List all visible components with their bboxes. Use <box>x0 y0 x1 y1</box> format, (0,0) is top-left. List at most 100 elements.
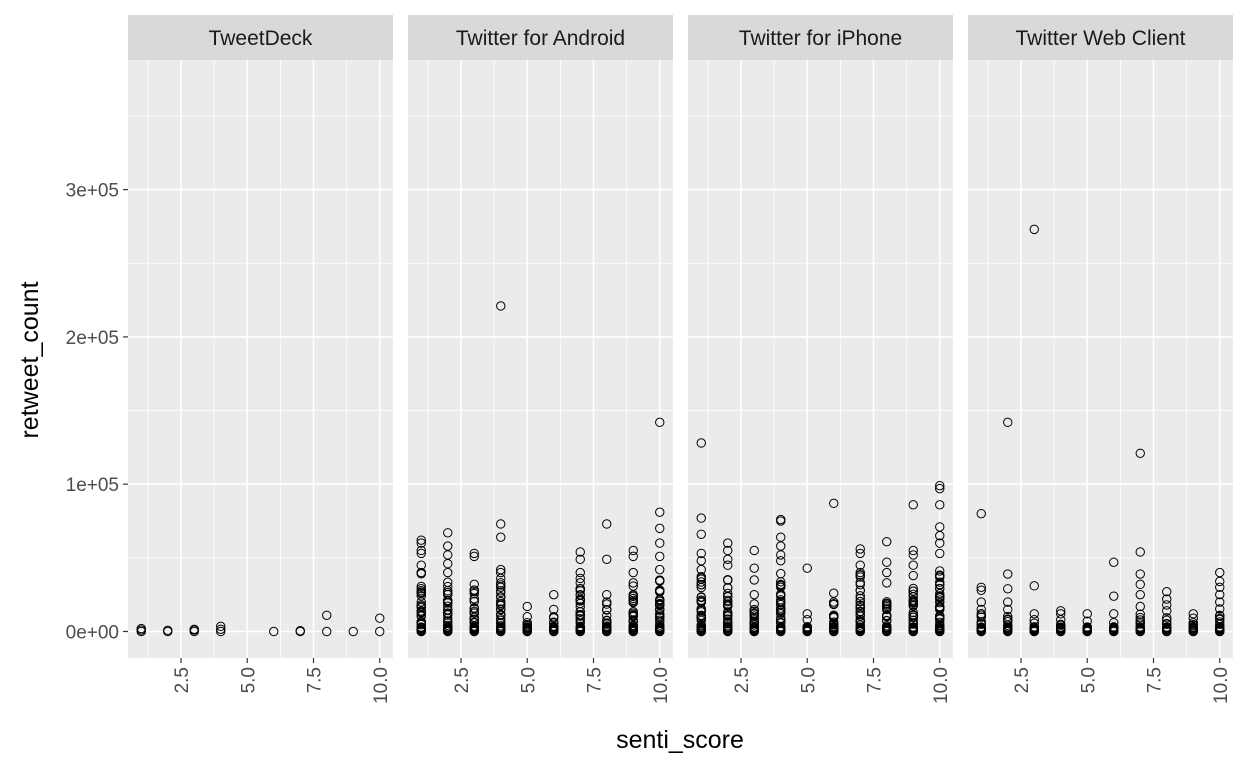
data-point <box>1056 619 1066 630</box>
data-point <box>855 607 865 617</box>
data-point <box>829 622 839 632</box>
data-point <box>935 572 945 583</box>
y-axis: 0e+00 1e+05 2e+05 3e+05 <box>66 181 128 643</box>
data-point <box>776 595 786 605</box>
data-point <box>496 587 506 598</box>
data-point <box>749 563 759 573</box>
data-point <box>469 604 479 614</box>
data-point <box>522 622 532 632</box>
data-point <box>855 560 865 570</box>
data-point <box>416 583 426 594</box>
data-point <box>496 622 506 632</box>
data-point <box>575 602 585 612</box>
data-point <box>935 580 945 590</box>
data-point <box>935 500 945 510</box>
data-point <box>749 589 759 600</box>
data-point <box>628 578 638 588</box>
data-point <box>1056 615 1066 625</box>
x-tick-label: 5.0 <box>518 667 539 693</box>
data-point <box>443 598 453 608</box>
data-point <box>575 611 585 621</box>
data-point <box>908 545 918 556</box>
data-point <box>1056 609 1066 619</box>
data-point <box>602 622 612 632</box>
data-point <box>696 622 706 632</box>
y-tick-label: 0e+00 <box>66 622 119 643</box>
data-point <box>1215 589 1225 600</box>
data-point <box>749 622 759 632</box>
data-point <box>416 567 426 578</box>
data-point <box>976 622 986 632</box>
data-point <box>655 575 665 585</box>
data-point <box>1003 584 1013 594</box>
data-point <box>628 545 638 556</box>
data-point <box>723 588 733 599</box>
data-point <box>549 589 559 600</box>
data-point <box>882 578 892 588</box>
x-tick-label: 7.5 <box>865 667 886 693</box>
data-point <box>469 548 479 559</box>
data-point <box>416 548 426 559</box>
data-point <box>776 579 786 590</box>
x-axes: 2.5 5.0 7.5 10.0 2.5 5.0 7.5 10.0 2.5 5.0 7.5 10.0 2… <box>172 658 1232 704</box>
panel-background <box>128 60 393 658</box>
data-point <box>496 519 506 529</box>
data-point <box>802 609 812 619</box>
data-point <box>935 483 945 494</box>
data-point <box>575 554 585 565</box>
data-point <box>908 500 918 510</box>
data-point <box>976 604 986 615</box>
facet-strip <box>408 15 673 60</box>
data-point <box>575 547 585 557</box>
data-point <box>655 564 665 575</box>
facet-strip <box>688 15 953 60</box>
data-point <box>1215 597 1225 607</box>
data-point <box>375 626 385 637</box>
data-point <box>935 622 945 632</box>
data-point <box>776 550 786 560</box>
data-point <box>496 567 506 578</box>
data-point <box>496 532 506 542</box>
data-point <box>908 589 918 599</box>
x-tick-label: 2.5 <box>1012 667 1033 693</box>
data-point <box>696 513 706 523</box>
data-point <box>935 538 945 548</box>
data-point <box>855 593 865 604</box>
data-point <box>1029 581 1039 591</box>
data-point <box>696 438 706 448</box>
x-tick-label: 7.5 <box>305 667 326 693</box>
data-point <box>655 417 665 428</box>
data-point <box>443 622 453 632</box>
data-point <box>829 610 839 620</box>
data-point <box>749 604 759 615</box>
data-point <box>416 601 426 612</box>
data-point <box>443 577 453 587</box>
data-point <box>882 622 892 632</box>
data-point <box>469 579 479 590</box>
data-point <box>882 536 892 547</box>
facet-strip-label: TweetDeck <box>209 27 313 50</box>
data-point <box>655 622 665 632</box>
data-point <box>976 610 986 620</box>
data-point <box>908 601 918 611</box>
data-point <box>443 581 453 592</box>
data-point <box>1215 576 1225 587</box>
data-point <box>469 585 479 595</box>
data-point <box>1056 622 1066 632</box>
data-point <box>522 612 532 622</box>
data-point <box>908 550 918 560</box>
data-point <box>1003 604 1013 615</box>
data-point <box>469 622 479 632</box>
data-point <box>1162 594 1172 604</box>
data-point <box>496 578 506 588</box>
data-point <box>416 581 426 592</box>
data-point <box>908 560 918 570</box>
data-point <box>216 624 226 634</box>
data-point <box>602 554 612 565</box>
data-point <box>1003 417 1013 428</box>
data-point <box>1188 617 1198 628</box>
data-point <box>696 564 706 575</box>
data-point <box>776 589 786 599</box>
data-point <box>723 560 733 570</box>
data-point <box>855 591 865 601</box>
